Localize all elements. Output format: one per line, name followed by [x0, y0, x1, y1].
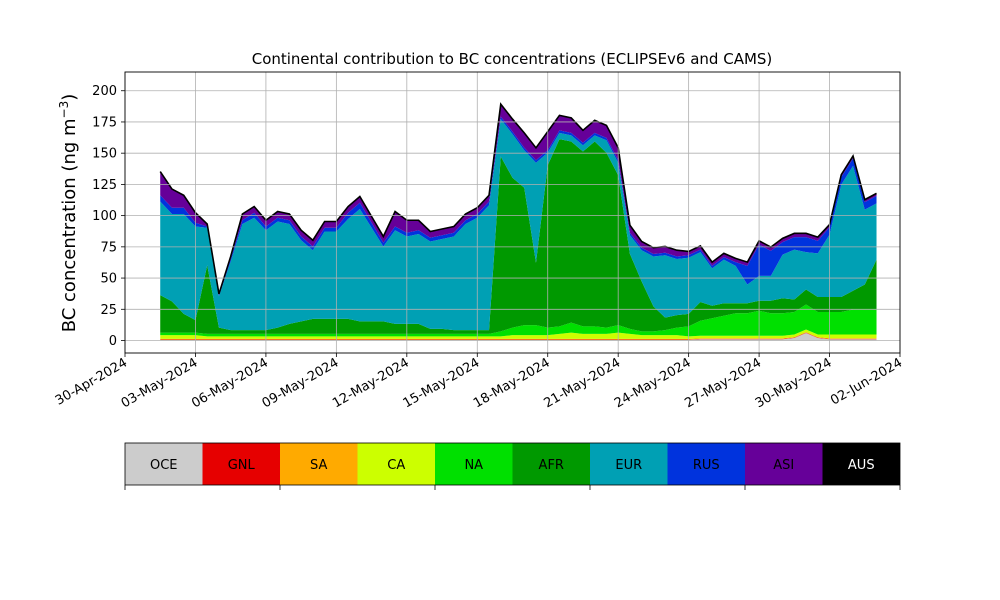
legend-label-eur: EUR [615, 458, 642, 473]
y-tick-label: 200 [92, 84, 117, 99]
area-oce [160, 333, 877, 341]
y-tick-label: 125 [92, 178, 117, 193]
y-tick-label: 50 [100, 272, 117, 287]
y-axis-label: BC concentration (ng m−3) [57, 94, 80, 333]
x-tick-label: 09-May-2024 [260, 355, 342, 411]
y-tick-label: 75 [100, 240, 117, 255]
area-afr [160, 139, 877, 334]
legend-label-oce: OCE [150, 458, 178, 473]
x-tick-label: 21-May-2024 [542, 355, 624, 411]
area-sa [160, 332, 877, 340]
x-tick-label: 12-May-2024 [330, 355, 412, 411]
legend: OCE GNL SA CA NA AFR EUR RUS ASI AUS [124, 442, 901, 490]
legend-swatch-afr [512, 443, 590, 485]
legend-label-gnl: GNL [228, 458, 256, 473]
x-tick-label: 24-May-2024 [612, 355, 694, 411]
area-gnl [160, 332, 877, 340]
area-ca [160, 329, 877, 339]
chart-title: Continental contribution to BC concentra… [252, 50, 773, 68]
x-tick-label: 30-Apr-2024 [53, 355, 130, 408]
legend-swatch-ca [357, 443, 435, 485]
legend-swatch-rus [667, 443, 745, 485]
y-axis-label-text: BC concentration (ng m [59, 118, 80, 332]
legend-label-ca: CA [387, 458, 405, 473]
total-line [159, 102, 877, 295]
legend-label-aus: AUS [848, 458, 875, 473]
area-eur [160, 119, 877, 331]
legend-label-rus: RUS [693, 458, 720, 473]
x-tick-label: 03-May-2024 [119, 355, 201, 411]
legend-label-asi: ASI [773, 458, 794, 473]
x-tick-label: 30-May-2024 [753, 355, 835, 411]
area-rus [160, 116, 877, 297]
y-tick-label: 100 [92, 209, 117, 224]
legend-swatch-gnl [202, 443, 280, 485]
y-tick-label: 175 [92, 115, 117, 130]
legend-swatch-aus [822, 443, 900, 485]
legend-frame [124, 442, 901, 486]
legend-label-sa: SA [310, 458, 327, 473]
legend-swatch-oce [125, 443, 203, 485]
x-tick-label: 15-May-2024 [401, 355, 483, 411]
y-axis-label-superscript: −3 [57, 101, 71, 119]
plot-area: 0 25 50 75 100 125 150 175 200 30-Apr-202403-May-… [53, 71, 905, 411]
legend-label-na: NA [464, 458, 483, 473]
x-tick-label: 06-May-2024 [189, 355, 271, 411]
legend-swatch-asi [745, 443, 823, 485]
legend-swatch-na [435, 443, 513, 485]
y-tick-label: 150 [92, 147, 117, 162]
plot-frame [124, 71, 901, 354]
legend-label-afr: AFR [539, 458, 564, 473]
area-na [160, 304, 877, 337]
y-axis-label-close: ) [59, 94, 80, 101]
x-tick-label: 27-May-2024 [682, 355, 764, 411]
legend-swatch-sa [280, 443, 358, 485]
legend-swatch-eur [590, 443, 668, 485]
x-tick-label: 02-Jun-2024 [828, 355, 905, 408]
x-tick-label: 18-May-2024 [471, 355, 553, 411]
y-tick-label: 0 [109, 334, 117, 349]
y-tick-label: 25 [100, 303, 117, 318]
